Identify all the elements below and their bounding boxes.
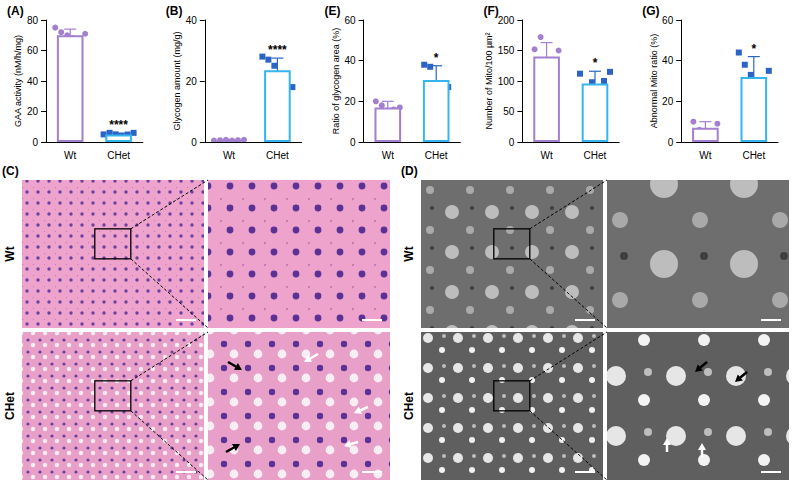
svg-text:0: 0 [509, 137, 515, 148]
svg-text:CHet: CHet [425, 150, 448, 161]
svg-text:Wt: Wt [223, 150, 235, 161]
svg-text:(G): (G) [642, 4, 659, 18]
svg-text:20: 20 [27, 106, 39, 117]
svg-text:60: 60 [344, 15, 356, 26]
svg-text:Glycogen amount (mg/g): Glycogen amount (mg/g) [172, 31, 182, 130]
svg-text:Wt: Wt [382, 150, 394, 161]
svg-text:(F): (F) [483, 4, 498, 18]
svg-text:0: 0 [32, 137, 38, 148]
svg-text:Wt: Wt [540, 150, 552, 161]
svg-text:Wt: Wt [64, 150, 76, 161]
svg-text:40: 40 [344, 55, 356, 66]
svg-text:(D): (D) [401, 164, 418, 178]
svg-text:(A): (A) [7, 4, 24, 18]
svg-text:20: 20 [344, 96, 356, 107]
svg-text:60: 60 [662, 15, 674, 26]
svg-text:0: 0 [668, 137, 674, 148]
svg-text:150: 150 [498, 45, 515, 56]
svg-text:80: 80 [27, 15, 39, 26]
svg-text:Number of Mito/100 µm²: Number of Mito/100 µm² [484, 32, 494, 129]
svg-text:(B): (B) [166, 4, 183, 18]
svg-text:0: 0 [191, 137, 197, 148]
svg-text:40: 40 [662, 55, 674, 66]
svg-text:*: * [593, 56, 598, 70]
svg-text:Wt: Wt [3, 246, 17, 261]
svg-text:CHet: CHet [3, 392, 17, 420]
svg-text:GAA activity (nM/h/mg): GAA activity (nM/h/mg) [13, 35, 23, 127]
svg-text:*: * [751, 42, 756, 56]
svg-text:40: 40 [186, 15, 198, 26]
svg-text:20: 20 [186, 76, 198, 87]
svg-text:CHet: CHet [402, 392, 416, 420]
svg-text:CHet: CHet [266, 150, 289, 161]
svg-text:60: 60 [27, 45, 39, 56]
svg-text:100: 100 [498, 76, 515, 87]
svg-text:0: 0 [350, 137, 356, 148]
svg-text:(E): (E) [325, 4, 341, 18]
svg-text:20: 20 [662, 96, 674, 107]
svg-text:(C): (C) [2, 164, 19, 178]
svg-text:CHet: CHet [107, 150, 130, 161]
svg-text:****: **** [268, 43, 287, 57]
svg-text:*: * [434, 51, 439, 65]
svg-text:Ratio of glycogen area (%): Ratio of glycogen area (%) [331, 28, 341, 135]
svg-text:CHet: CHet [584, 150, 607, 161]
svg-text:Wt: Wt [402, 246, 416, 261]
svg-text:Wt: Wt [699, 150, 711, 161]
svg-text:Abnormal Mito ratio (%): Abnormal Mito ratio (%) [649, 34, 659, 129]
svg-text:40: 40 [27, 76, 39, 87]
svg-text:CHet: CHet [742, 150, 765, 161]
svg-text:200: 200 [498, 15, 515, 26]
svg-text:50: 50 [503, 106, 515, 117]
